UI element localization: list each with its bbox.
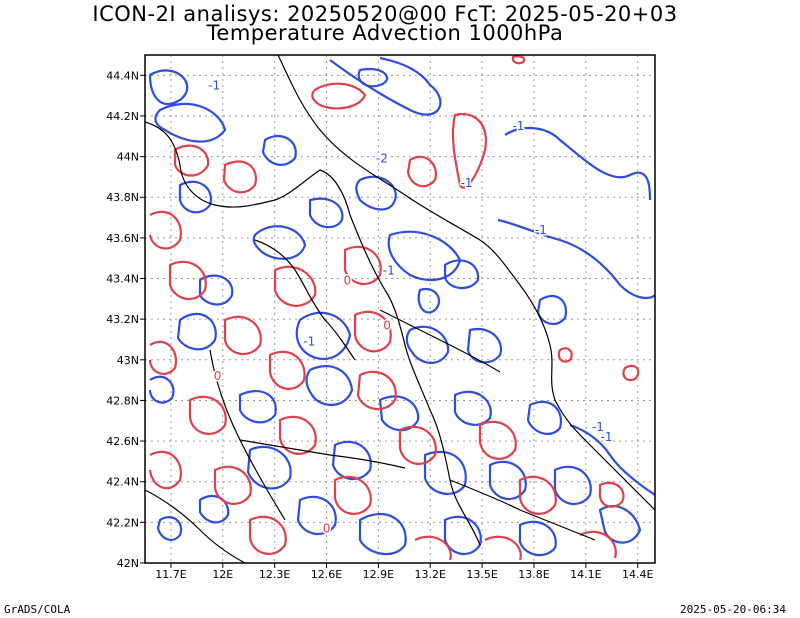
contour-value-label: -1 [535,223,547,237]
contour-value-label: -1 [461,176,473,190]
contour-value-label: 0 [214,369,222,383]
latitude-tick-label: 43.6N [106,232,139,245]
longitude-tick-label: 11.7E [155,568,186,581]
contour-value-label: -1 [592,420,604,434]
latitude-tick-label: 42N [117,557,139,570]
longitude-tick-label: 12.6E [311,568,342,581]
contour-value-label: -1 [303,335,315,349]
contour-value-label: -1 [383,263,395,277]
render-timestamp: 2025-05-20-06:34 [680,603,786,616]
contour-value-label: 0 [343,274,351,288]
latitude-tick-label: 44.4N [106,69,139,82]
negative-advection-contours [148,56,655,557]
longitude-tick-label: 12.9E [363,568,394,581]
grads-credit: GrADS/COLA [4,603,71,616]
latitude-tick-label: 43.4N [106,273,139,286]
map-frame [144,54,656,564]
latitude-tick-label: 42.8N [106,394,139,407]
graticule [145,55,655,564]
longitude-tick-label: 13.2E [415,568,446,581]
contour-value-label: -1 [512,119,524,133]
map-title-line1: ICON-2I analisys: 20250520@00 FcT: 2025-… [92,2,678,26]
longitude-axis: 11.7E 12E 12.3E 12.6E 12.9E 13.2E 13.5E 13.8E 14… [155,563,653,581]
longitude-tick-label: 13.5E [466,568,497,581]
map-title-line2: Temperature Advection 1000hPa [206,21,564,45]
contour-value-label: -1 [208,79,220,93]
latitude-tick-label: 43.8N [106,191,139,204]
contour-value-label: -2 [376,152,388,166]
latitude-tick-label: 43N [117,354,139,367]
latitude-tick-label: 43.2N [106,313,139,326]
contour-value-label: 0 [323,522,331,536]
longitude-tick-label: 12E [212,568,233,581]
latitude-tick-label: 44.2N [106,110,139,123]
latitude-tick-label: 44N [117,151,139,164]
contour-value-label: -1 [601,430,613,444]
longitude-tick-label: 14.1E [570,568,601,581]
longitude-tick-label: 12.3E [259,568,290,581]
latitude-tick-label: 42.2N [106,516,139,529]
latitude-tick-label: 42.6N [106,435,139,448]
latitude-tick-label: 42.4N [106,476,139,489]
positive-advection-contours [148,55,640,561]
longitude-tick-label: 13.8E [518,568,549,581]
longitude-tick-label: 14.4E [622,568,653,581]
latitude-axis: 42N 42.2N 42.4N 42.6N 42.8N 43N 43.2N 43.4N 43.6… [106,69,145,570]
coastline-and-borders [145,55,655,563]
contour-value-label: 0 [383,318,391,332]
